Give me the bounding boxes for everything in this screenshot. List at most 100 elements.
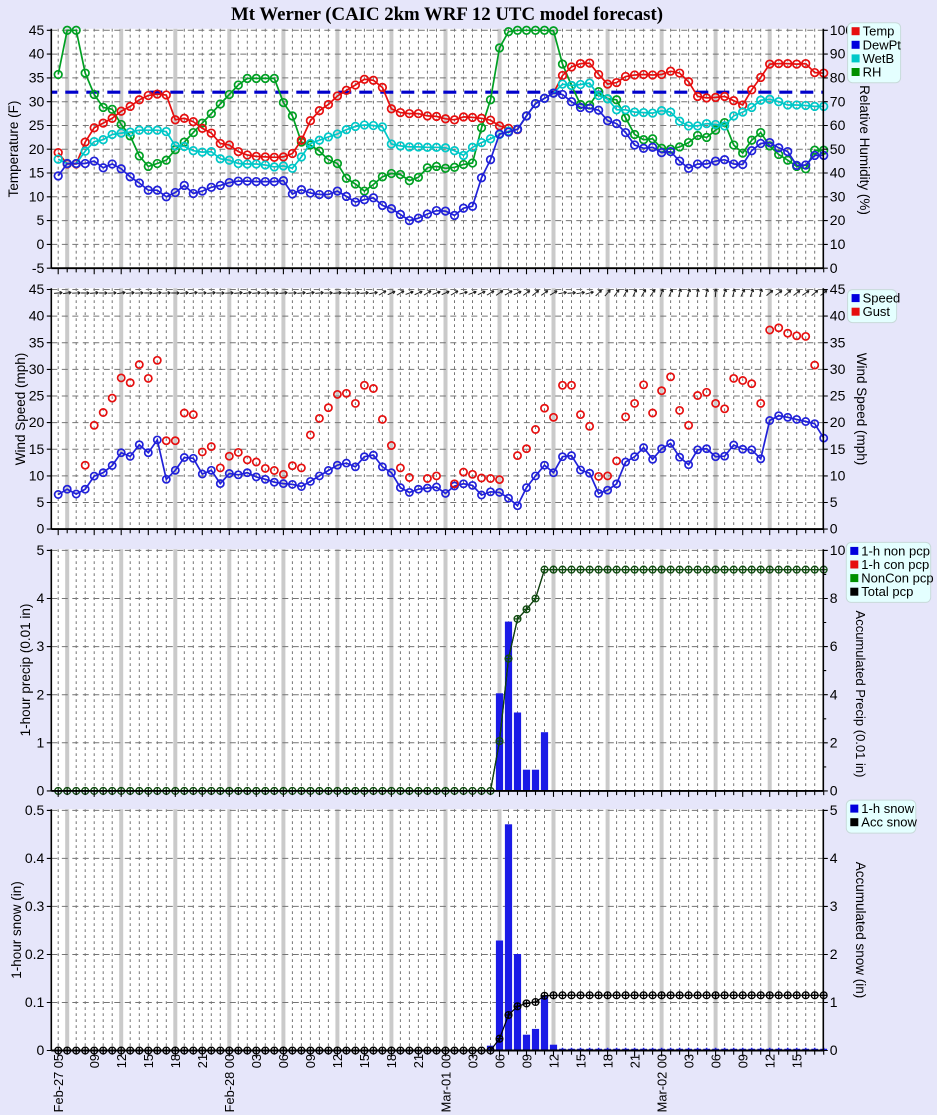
svg-text:70: 70 [830,93,846,109]
svg-text:6: 6 [830,638,838,654]
svg-text:4: 4 [37,590,45,606]
svg-text:1-h non pcp: 1-h non pcp [861,543,930,558]
svg-text:5: 5 [830,494,838,510]
svg-text:90: 90 [830,46,846,62]
svg-text:1: 1 [830,994,838,1010]
svg-text:0: 0 [37,783,45,799]
svg-text:2: 2 [830,734,838,750]
svg-text:25: 25 [29,117,45,133]
svg-text:4: 4 [830,850,838,866]
svg-text:Feb-28 00: Feb-28 00 [222,1054,237,1112]
svg-text:06: 06 [708,1054,723,1068]
svg-text:21: 21 [627,1054,642,1068]
svg-text:25: 25 [830,388,846,404]
svg-text:1-h snow: 1-h snow [861,801,914,816]
svg-text:5: 5 [37,212,45,228]
svg-text:15: 15 [573,1054,588,1068]
svg-text:15: 15 [790,1054,805,1068]
svg-text:10: 10 [830,468,846,484]
svg-text:5: 5 [37,494,45,510]
svg-text:0: 0 [830,260,838,276]
svg-text:09: 09 [303,1054,318,1068]
svg-text:10: 10 [830,236,846,252]
svg-text:15: 15 [141,1054,156,1068]
svg-text:15: 15 [29,441,45,457]
svg-text:06: 06 [492,1054,507,1068]
svg-text:0.4: 0.4 [25,850,45,866]
svg-text:40: 40 [830,165,846,181]
svg-text:40: 40 [29,308,45,324]
svg-text:18: 18 [600,1054,615,1068]
svg-text:Total pcp: Total pcp [861,584,913,599]
svg-text:1: 1 [37,734,45,750]
svg-text:Acc snow: Acc snow [861,815,917,830]
svg-text:Temp: Temp [863,24,895,39]
svg-text:0: 0 [830,521,838,537]
svg-text:40: 40 [830,308,846,324]
svg-text:1-hour snow (in): 1-hour snow (in) [9,881,24,979]
svg-text:45: 45 [29,22,45,38]
svg-text:Wind Speed (mph): Wind Speed (mph) [854,353,869,466]
svg-text:45: 45 [830,281,846,297]
svg-text:Mt Werner (CAIC 2km WRF 12 UTC: Mt Werner (CAIC 2km WRF 12 UTC model for… [231,4,663,25]
svg-text:60: 60 [830,117,846,133]
svg-text:35: 35 [29,70,45,86]
svg-text:1-hour precip (0.01 in): 1-hour precip (0.01 in) [18,604,33,737]
svg-text:06: 06 [276,1054,291,1068]
svg-text:12: 12 [546,1054,561,1068]
svg-text:30: 30 [830,361,846,377]
svg-text:09: 09 [519,1054,534,1068]
svg-text:30: 30 [830,188,846,204]
svg-text:12: 12 [114,1054,129,1068]
svg-text:0: 0 [830,783,838,799]
svg-text:Relative Humidity (%): Relative Humidity (%) [857,85,872,215]
svg-text:45: 45 [29,281,45,297]
svg-text:18: 18 [384,1054,399,1068]
svg-text:30: 30 [29,93,45,109]
svg-text:Wind Speed (mph): Wind Speed (mph) [13,353,28,466]
svg-text:2: 2 [37,686,45,702]
svg-text:30: 30 [29,361,45,377]
svg-text:21: 21 [195,1054,210,1068]
svg-text:RH: RH [863,65,882,80]
svg-text:3: 3 [37,638,45,654]
svg-text:18: 18 [168,1054,183,1068]
svg-text:5: 5 [37,542,45,558]
svg-text:Mar-02 00: Mar-02 00 [654,1054,669,1112]
svg-text:20: 20 [29,414,45,430]
svg-text:Mar-01 00: Mar-01 00 [438,1054,453,1112]
svg-text:0: 0 [37,521,45,537]
svg-text:50: 50 [830,141,846,157]
svg-text:0.5: 0.5 [25,802,45,818]
svg-text:09: 09 [736,1054,751,1068]
svg-text:35: 35 [830,334,846,350]
svg-text:Feb-27 05: Feb-27 05 [51,1054,66,1112]
svg-text:03: 03 [465,1054,480,1068]
svg-text:10: 10 [29,188,45,204]
svg-text:20: 20 [830,212,846,228]
svg-text:8: 8 [830,590,838,606]
svg-text:03: 03 [249,1054,264,1068]
svg-text:12: 12 [330,1054,345,1068]
svg-text:09: 09 [87,1054,102,1068]
svg-text:03: 03 [681,1054,696,1068]
svg-text:25: 25 [29,388,45,404]
svg-text:Accumulated Precip (0.01 in): Accumulated Precip (0.01 in) [853,611,868,778]
svg-text:0.2: 0.2 [25,946,45,962]
svg-text:35: 35 [29,334,45,350]
svg-text:20: 20 [830,414,846,430]
svg-text:WetB: WetB [863,51,895,66]
svg-text:20: 20 [29,141,45,157]
svg-text:DewPt: DewPt [863,37,902,52]
svg-text:15: 15 [357,1054,372,1068]
svg-text:10: 10 [830,542,846,558]
svg-text:NonCon pcp: NonCon pcp [861,571,933,586]
svg-text:10: 10 [29,468,45,484]
svg-text:1-h con pcp: 1-h con pcp [861,557,929,572]
svg-text:40: 40 [29,46,45,62]
svg-text:0: 0 [830,1042,838,1058]
svg-text:5: 5 [830,802,838,818]
svg-text:Gust: Gust [863,304,891,319]
svg-text:80: 80 [830,70,846,86]
svg-text:0.3: 0.3 [25,898,45,914]
